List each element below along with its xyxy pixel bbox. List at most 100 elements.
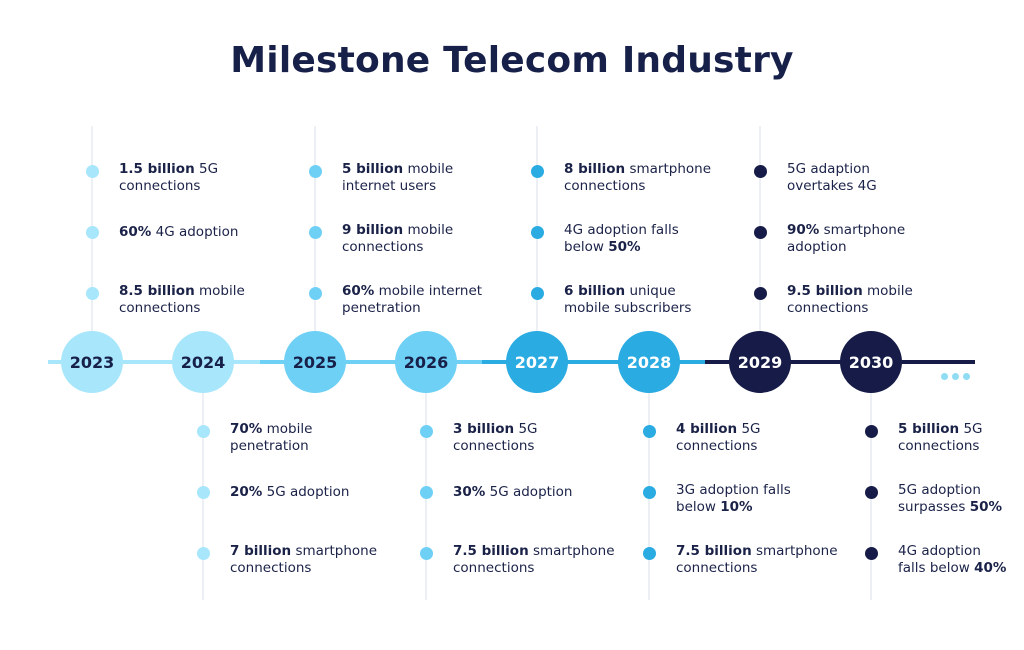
milestone-text: 5G adaption overtakes 4G — [787, 161, 987, 195]
milestone-dot — [308, 225, 322, 239]
milestone-text: 8 billion smartphone connections — [564, 161, 764, 195]
milestone-value: 20% — [230, 484, 263, 500]
milestone-dot — [308, 286, 322, 300]
milestone-value: 8.5 billion — [119, 283, 195, 299]
milestone-label: 5G — [737, 421, 761, 437]
milestone-value: 30% — [453, 484, 486, 500]
milestone-dot — [530, 225, 544, 239]
milestone-value: 7.5 billion — [453, 543, 529, 559]
milestone-dot — [308, 164, 322, 178]
milestone-value: 1.5 billion — [119, 161, 195, 177]
year-circle: 2030 — [840, 331, 902, 393]
milestone-label: 5G — [514, 421, 538, 437]
year-circle: 2029 — [729, 331, 791, 393]
milestone-label: 5G adoption — [898, 482, 981, 498]
milestone-value: 9.5 billion — [787, 283, 863, 299]
milestone-label: 4G adoption — [151, 224, 239, 240]
milestone-label: mobile — [403, 222, 454, 238]
milestone-dot — [419, 424, 433, 438]
milestone-text: 4G adoption falls below 40% — [898, 543, 1024, 577]
milestone-value: 50% — [969, 499, 1003, 515]
milestone-label: below — [564, 239, 609, 255]
milestone-dot — [864, 546, 878, 560]
milestone-text: 5G adoption surpasses 50% — [898, 482, 1024, 516]
milestone-dot — [642, 485, 656, 499]
milestone-dot — [196, 485, 210, 499]
milestone-value: 4 billion — [676, 421, 738, 437]
milestone-value: 40% — [974, 560, 1007, 576]
milestone-label: 5G — [194, 161, 219, 177]
year-circle: 2023 — [61, 331, 123, 393]
milestone-label: connections — [676, 560, 758, 576]
milestone-text: 5 billion 5G connections — [898, 421, 1024, 455]
milestone-label: connections — [453, 438, 535, 454]
milestone-text: 90% smartphone adoption — [787, 222, 987, 256]
timeline-axis-segment — [48, 360, 260, 364]
milestone-text: 20% 5G adoption — [230, 484, 430, 501]
milestone-text: 7 billion smartphone connections — [230, 543, 430, 577]
milestone-dot — [196, 424, 210, 438]
milestone-dot — [85, 225, 99, 239]
milestone-dot — [419, 485, 433, 499]
milestone-dot — [864, 485, 878, 499]
milestone-text: 70% mobile penetration — [230, 421, 430, 455]
milestone-label: smartphone — [819, 222, 906, 238]
milestone-text: 3G adoption falls below 10% — [676, 482, 876, 516]
milestone-label: surpasses — [898, 499, 970, 515]
year-circle: 2026 — [395, 331, 457, 393]
milestone-label: adoption — [787, 239, 847, 255]
milestone-dot — [85, 286, 99, 300]
milestone-dot — [642, 424, 656, 438]
milestone-text: 9 billion mobile connections — [342, 222, 542, 256]
milestone-dot — [85, 164, 99, 178]
milestone-value: 50% — [608, 239, 641, 255]
milestone-dot — [530, 286, 544, 300]
milestone-text: 7.5 billion smartphone connections — [453, 543, 653, 577]
year-circle: 2024 — [172, 331, 234, 393]
year-circle: 2025 — [284, 331, 346, 393]
milestone-label: smartphone — [528, 543, 615, 559]
milestone-value: 9 billion — [342, 222, 404, 238]
milestone-text: 8.5 billion mobile connections — [119, 283, 319, 317]
year-circle: 2027 — [506, 331, 568, 393]
milestone-text: 4 billion 5G connections — [676, 421, 876, 455]
milestone-label: 5G adoption — [262, 484, 350, 500]
milestone-label: mobile — [862, 283, 913, 299]
milestone-text: 6 billion unique mobile subscribers — [564, 283, 764, 317]
milestone-label: overtakes 4G — [787, 178, 877, 194]
milestone-label: connections — [119, 178, 201, 194]
milestone-text: 5 billion mobile internet users — [342, 161, 542, 195]
milestone-text: 1.5 billion 5G connections — [119, 161, 319, 195]
year-circle: 2028 — [618, 331, 680, 393]
milestone-text: 3 billion 5G connections — [453, 421, 653, 455]
milestone-label: falls below — [898, 560, 975, 576]
milestone-label: connections — [787, 300, 869, 316]
milestone-dot — [196, 546, 210, 560]
milestone-value: 8 billion — [564, 161, 626, 177]
milestone-label: mobile — [403, 161, 454, 177]
milestone-label: internet users — [342, 178, 437, 194]
continuation-dot — [962, 373, 970, 380]
milestone-label: penetration — [342, 300, 421, 316]
milestone-value: 5 billion — [898, 421, 960, 437]
milestone-dot — [864, 424, 878, 438]
milestone-value: 70% — [230, 421, 263, 437]
continuation-dot — [951, 373, 959, 380]
milestone-value: 10% — [720, 499, 753, 515]
milestone-text: 60% 4G adoption — [119, 224, 319, 241]
milestone-label: mobile — [194, 283, 245, 299]
milestone-value: 60% — [342, 283, 375, 299]
milestone-value: 60% — [119, 224, 152, 240]
milestone-dot — [753, 225, 767, 239]
milestone-dot — [419, 546, 433, 560]
milestone-label: 5G adaption — [787, 161, 870, 177]
milestone-value: 90% — [787, 222, 820, 238]
milestone-dot — [642, 546, 656, 560]
milestone-label: connections — [230, 560, 312, 576]
milestone-label: below — [676, 499, 721, 515]
milestone-text: 60% mobile internet penetration — [342, 283, 542, 317]
milestone-value: 5 billion — [342, 161, 404, 177]
milestone-label: smartphone — [291, 543, 377, 559]
milestone-label: 5G — [959, 421, 983, 437]
milestone-dot — [530, 164, 544, 178]
